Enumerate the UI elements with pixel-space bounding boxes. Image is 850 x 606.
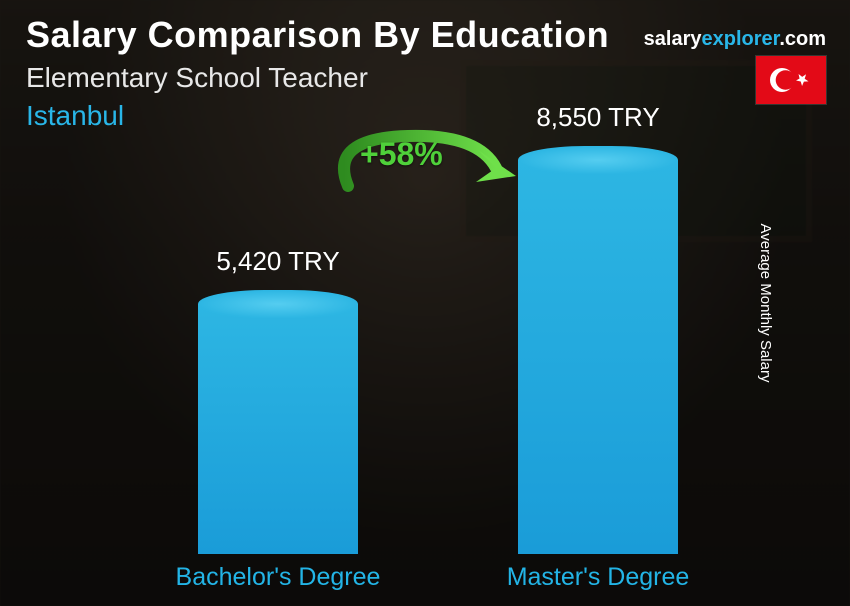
bar-master (518, 160, 678, 554)
bar-value-master: 8,550 TRY (488, 102, 708, 133)
bar-value-bachelor: 5,420 TRY (168, 246, 388, 277)
bar-chart: +58% 5,420 TRY Bachelor's Degree 8,550 T… (0, 0, 850, 606)
bar-bachelor (198, 304, 358, 554)
bar-label-master: Master's Degree (468, 563, 728, 592)
percent-change-badge: +58% (360, 136, 443, 173)
content-layer: Salary Comparison By Education Elementar… (0, 0, 850, 606)
bar-label-bachelor: Bachelor's Degree (148, 563, 408, 592)
